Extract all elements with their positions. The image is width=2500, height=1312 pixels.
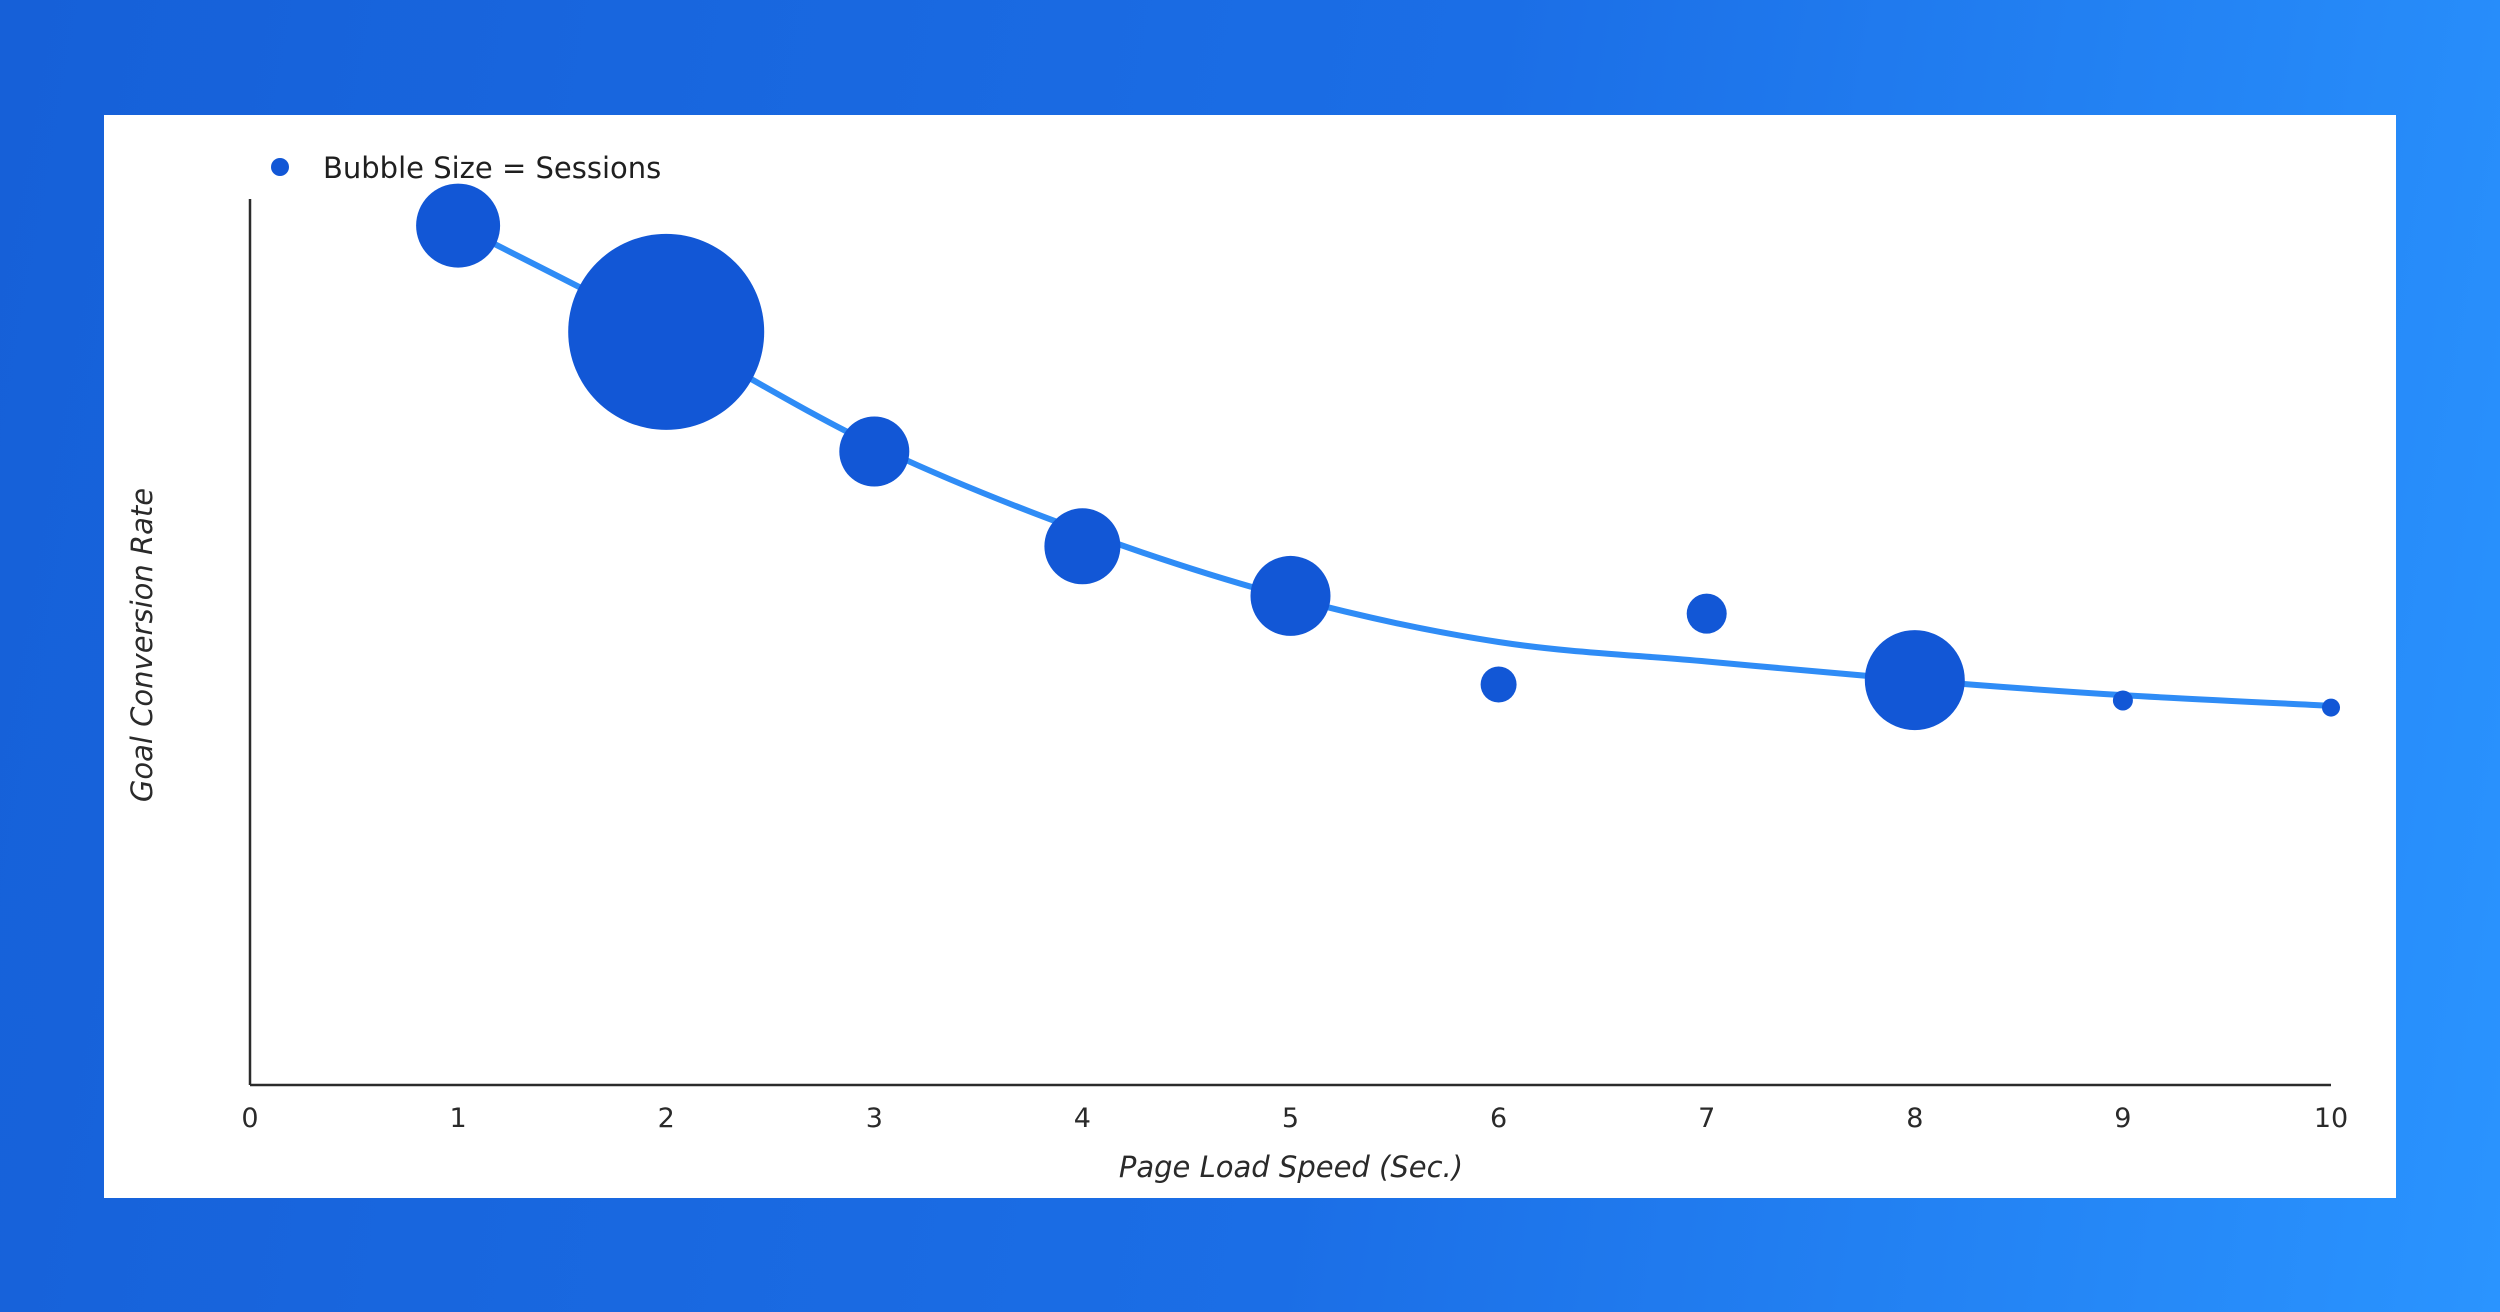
legend-label: Bubble Size = Sessions	[323, 151, 661, 185]
chart-card: Bubble Size = Sessions 0 1 2 3 4 5 6 7 8 9 10 Page…	[104, 115, 2396, 1198]
x-tick-label: 9	[2114, 1103, 2131, 1134]
x-tick-label: 8	[1906, 1103, 1923, 1134]
x-tick-label: 0	[241, 1103, 258, 1134]
bubble-x8	[1864, 630, 1965, 731]
x-axis-title: Page Load Speed (Sec.)	[1119, 1150, 1463, 1184]
x-tick-label: 1	[450, 1103, 467, 1134]
x-tick-labels: 0 1 2 3 4 5 6 7 8 9 10	[241, 1103, 2348, 1134]
x-tick-label: 5	[1282, 1103, 1299, 1134]
y-axis-title: Goal Conversion Rate	[125, 488, 159, 802]
bubble-x9	[2112, 690, 2133, 711]
x-tick-label: 4	[1074, 1103, 1091, 1134]
bubble-x4	[1044, 508, 1121, 585]
x-tick-label: 6	[1490, 1103, 1507, 1134]
bubble-x3	[839, 416, 910, 487]
x-tick-label: 10	[2314, 1103, 2348, 1134]
trend-line	[455, 222, 2334, 709]
bubble-x7	[1686, 593, 1727, 634]
bubble-chart: Bubble Size = Sessions 0 1 2 3 4 5 6 7 8 9 10 Page…	[125, 151, 2348, 1184]
bubble-x10	[2322, 698, 2340, 717]
bubble-x2	[568, 233, 765, 430]
legend: Bubble Size = Sessions	[271, 151, 661, 185]
bubble-x5	[1250, 555, 1331, 636]
x-tick-label: 2	[658, 1103, 675, 1134]
legend-marker	[271, 158, 289, 176]
bubble-x6	[1480, 666, 1517, 703]
bubble-x1	[416, 183, 501, 268]
x-tick-label: 7	[1698, 1103, 1715, 1134]
trend-layer	[455, 222, 2334, 709]
bubble-layer	[416, 183, 2340, 731]
x-tick-label: 3	[866, 1103, 883, 1134]
